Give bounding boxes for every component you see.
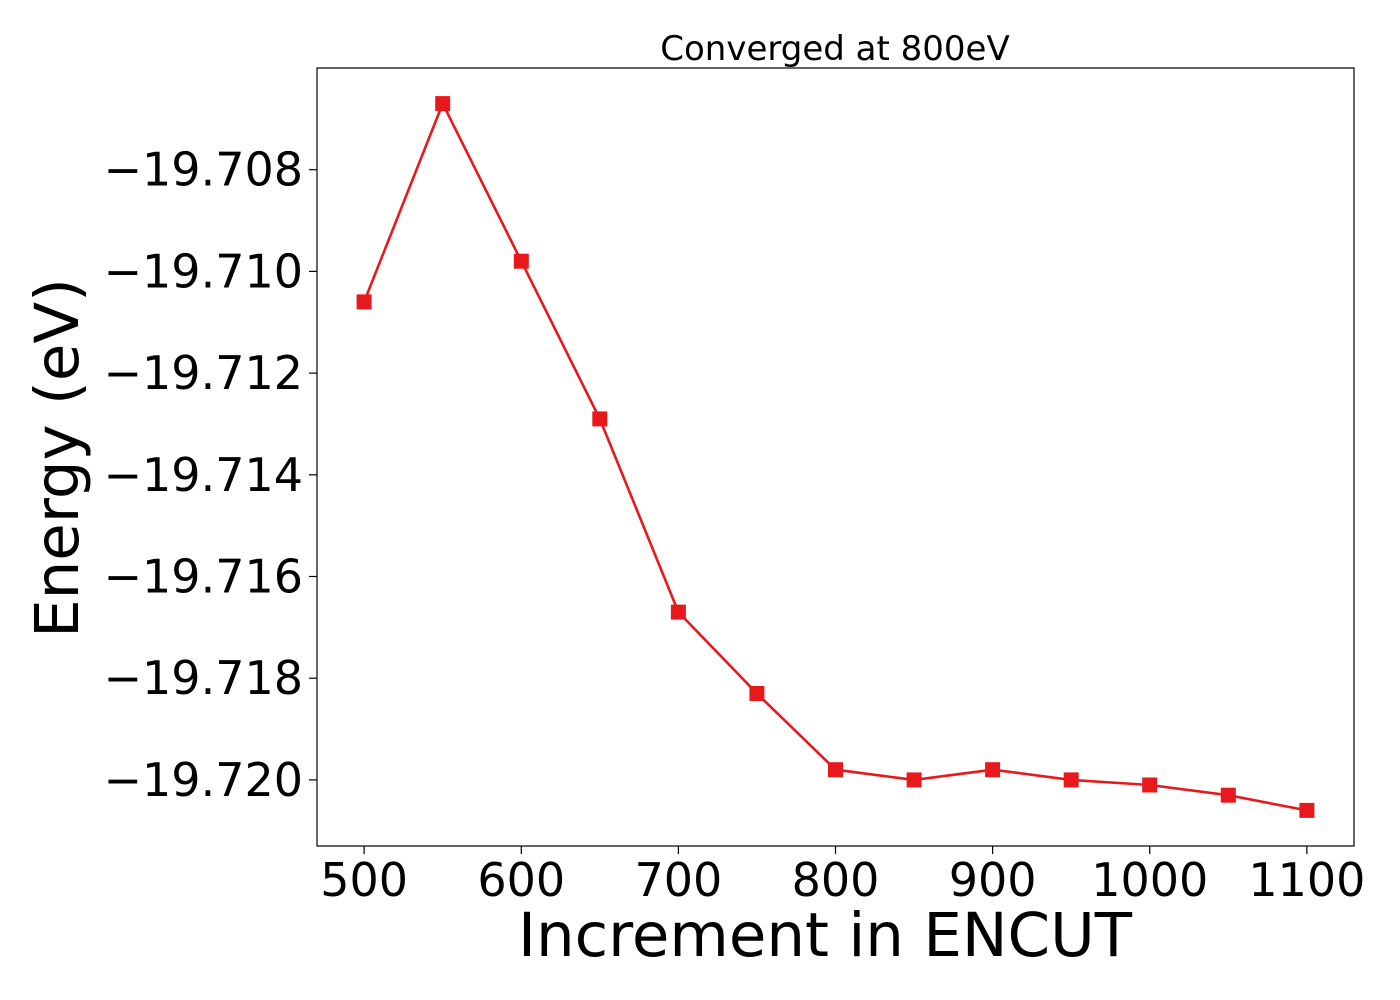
y-tick-label: −19.714 [104, 448, 304, 502]
x-axis-label: Increment in ENCUT [518, 900, 1133, 971]
x-tick-label: 1100 [1248, 853, 1365, 907]
y-tick-label: −19.712 [104, 346, 304, 400]
y-tick-label: −19.716 [104, 549, 304, 603]
data-point-marker [828, 762, 843, 778]
data-point-marker [356, 294, 372, 310]
data-point-marker [1220, 787, 1236, 803]
x-tick-label: 700 [634, 853, 722, 907]
x-tick-label: 1000 [1091, 853, 1208, 907]
y-axis-label: Energy (eV) [22, 278, 93, 638]
x-tick-label: 600 [477, 853, 565, 907]
data-point-marker [1299, 802, 1315, 818]
y-axis: −19.708 −19.710 −19.712 −19.714 −19.716 −19.7… [104, 143, 317, 807]
x-axis: 500 600 700 800 900 1000 1100 [320, 846, 1365, 907]
series-layer [356, 96, 1315, 818]
data-point-marker [749, 686, 765, 701]
data-point-marker [906, 772, 922, 788]
chart-title: Converged at 800eV [660, 29, 1009, 69]
data-point-marker [985, 762, 1001, 778]
x-tick-label: 800 [792, 853, 880, 907]
x-tick-label: 900 [949, 853, 1037, 907]
x-tick-label: 500 [320, 853, 408, 907]
y-tick-label: −19.720 [104, 753, 304, 807]
series-line [362, 102, 1308, 812]
data-point-marker [592, 411, 608, 427]
data-point-marker [1142, 777, 1158, 793]
y-tick-label: −19.708 [104, 143, 304, 197]
data-point-marker [1063, 772, 1079, 788]
data-point-marker [513, 253, 529, 269]
data-point-marker [670, 604, 686, 620]
plot-frame [316, 67, 1355, 847]
data-point-marker [435, 96, 451, 112]
y-tick-label: −19.710 [104, 244, 304, 298]
y-tick-label: −19.718 [104, 651, 304, 705]
